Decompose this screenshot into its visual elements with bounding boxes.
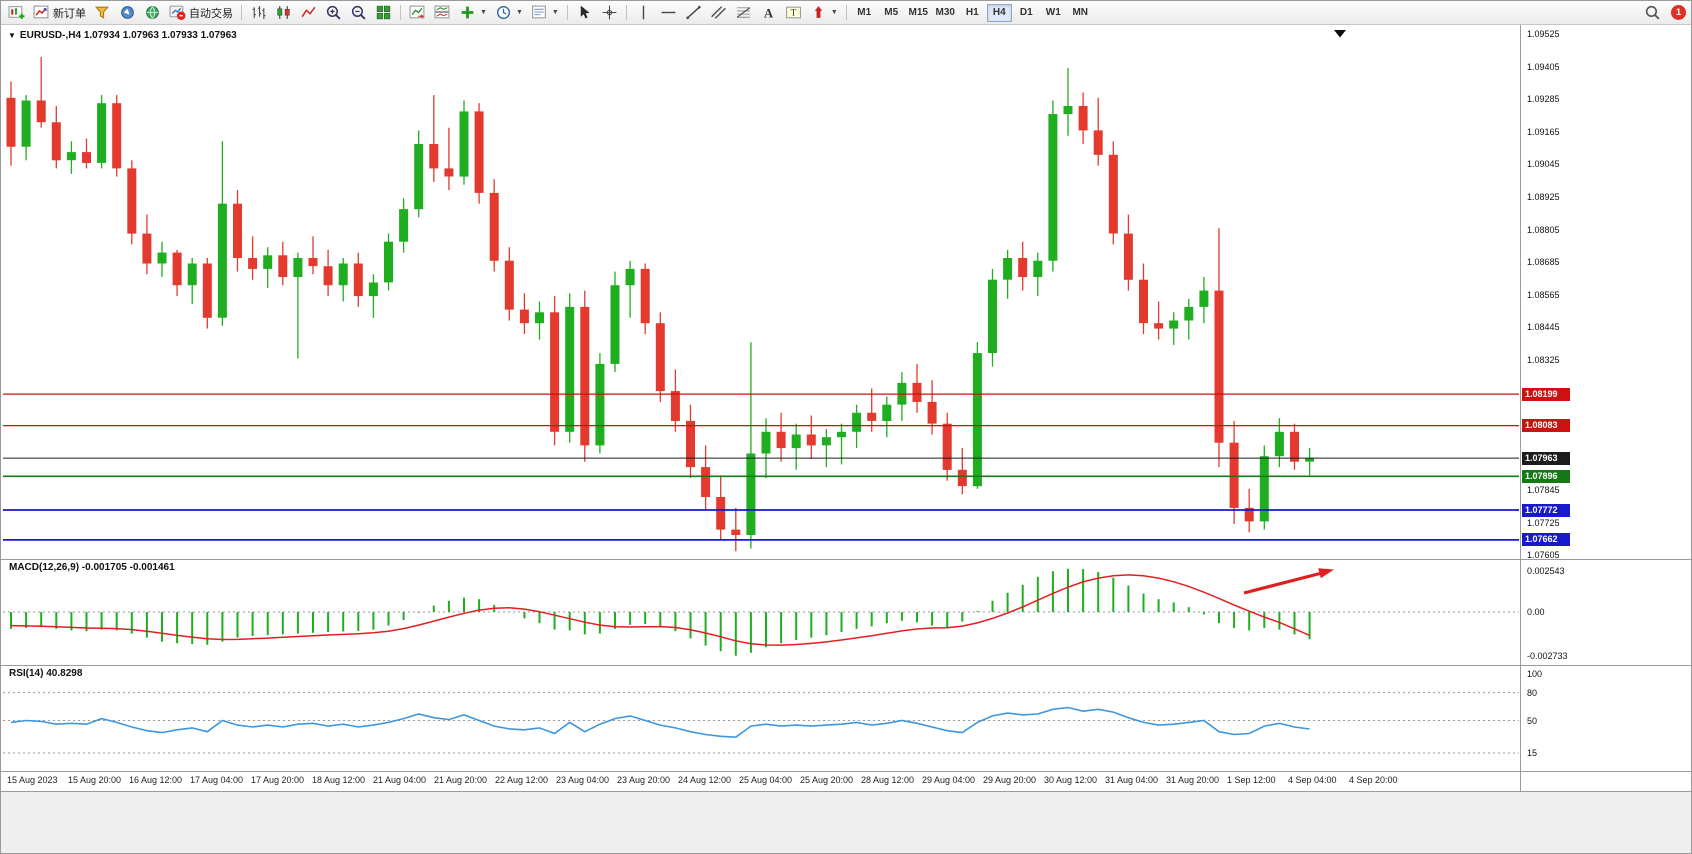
add-indicator-icon — [461, 6, 474, 19]
timeframe-h1-button[interactable]: H1 — [960, 4, 985, 22]
templates-dropdown[interactable]: ▼ — [527, 3, 563, 23]
price-axis[interactable] — [1520, 25, 1691, 791]
candlestick-chart-button[interactable] — [271, 3, 296, 23]
profiles-button[interactable] — [90, 3, 115, 23]
trendline-button[interactable] — [681, 3, 706, 23]
compass-icon — [121, 6, 134, 19]
line-chart-icon — [301, 6, 316, 18]
timeframe-w1-button[interactable]: W1 — [1041, 4, 1066, 22]
autotrade-icon — [169, 5, 186, 20]
timeframe-m5-button[interactable]: M5 — [879, 4, 904, 22]
zoom-in-icon — [326, 5, 341, 20]
symbol-ohlc-label: EURUSD-,H4 1.07934 1.07963 1.07933 1.079… — [19, 30, 237, 41]
search-button[interactable] — [1640, 3, 1665, 23]
tile-windows-icon — [376, 5, 391, 20]
timeframe-mn-button[interactable]: MN — [1068, 4, 1093, 22]
zoom-out-icon — [351, 5, 366, 20]
arrows-dropdown[interactable]: ▼ — [806, 3, 842, 23]
toolbar-right-group: 1 — [1640, 3, 1690, 23]
new-order-button[interactable]: 新订单 — [29, 3, 90, 23]
autotrade-label: 自动交易 — [189, 7, 233, 20]
timeframe-m1-button[interactable]: M1 — [852, 4, 877, 22]
text-tool-button[interactable]: A — [756, 3, 781, 23]
chart-title: ▼ EURUSD-,H4 1.07934 1.07963 1.07933 1.0… — [8, 30, 237, 41]
time-axis[interactable] — [1, 771, 1520, 791]
indicator-windows-icon — [434, 5, 450, 19]
text-icon: A — [764, 6, 774, 20]
vertical-line-icon — [642, 5, 645, 20]
chevron-down-icon: ▼ — [830, 9, 838, 16]
svg-text:T: T — [790, 8, 796, 19]
clock-icon — [496, 5, 510, 20]
indicator-windows-button[interactable] — [430, 3, 455, 23]
bar-chart-icon — [252, 6, 266, 19]
timeframe-h4-button[interactable]: H4 — [986, 3, 1012, 22]
svg-text:A: A — [764, 6, 774, 20]
periods-dropdown[interactable]: ▼ — [491, 3, 527, 23]
crosshair-icon — [602, 5, 617, 20]
trendline-icon — [686, 5, 701, 20]
indicator-chart-icon — [409, 5, 425, 19]
vertical-line-button[interactable] — [631, 3, 656, 23]
tile-windows-button[interactable] — [371, 3, 396, 23]
timeframe-m15-button[interactable]: M15 — [906, 4, 931, 22]
macd-label: MACD(12,26,9) -0.001705 -0.001461 — [9, 562, 175, 573]
community-button[interactable] — [140, 3, 165, 23]
zoom-out-button[interactable] — [346, 3, 371, 23]
notification-badge[interactable]: 1 — [1671, 5, 1686, 20]
rsi-label: RSI(14) 40.8298 — [9, 668, 83, 679]
toolbar: 新订单 自动交易 — [1, 1, 1691, 25]
text-label-button[interactable]: T — [781, 3, 806, 23]
arrow-tool-icon — [814, 6, 823, 18]
one-click-trading-toggle[interactable]: ▼ — [8, 31, 16, 40]
cursor-button[interactable] — [572, 3, 597, 23]
crosshair-button[interactable] — [597, 3, 622, 23]
navigator-button[interactable] — [115, 3, 140, 23]
timeframe-m30-button[interactable]: M30 — [933, 4, 958, 22]
add-indicator-dropdown[interactable]: ▼ — [455, 3, 491, 23]
chevron-down-icon: ▼ — [515, 9, 523, 16]
funnel-icon — [94, 6, 109, 19]
horizontal-line-button[interactable] — [656, 3, 681, 23]
toolbar-separator — [400, 5, 401, 20]
toolbar-separator — [625, 5, 627, 20]
zoom-in-button[interactable] — [321, 3, 346, 23]
chevron-down-icon: ▼ — [480, 9, 487, 16]
timeframe-d1-button[interactable]: D1 — [1014, 4, 1039, 22]
line-chart-button[interactable] — [296, 3, 321, 23]
fibonacci-icon — [736, 7, 751, 18]
toolbar-separator — [241, 5, 242, 20]
timeframe-group: M1 M5 M15 M30 H1 H4 D1 W1 MN — [851, 3, 1094, 22]
globe-icon — [146, 6, 159, 19]
new-chart-button[interactable] — [4, 3, 29, 23]
template-icon — [531, 5, 546, 19]
chevron-down-icon: ▼ — [551, 9, 559, 16]
autotrade-button[interactable]: 自动交易 — [165, 3, 237, 23]
search-icon — [1645, 5, 1660, 20]
toolbar-separator — [845, 5, 847, 20]
new-order-icon — [33, 5, 49, 19]
cursor-icon — [580, 5, 590, 19]
new-chart-icon — [8, 6, 25, 19]
new-order-label: 新订单 — [53, 7, 86, 20]
text-label-icon: T — [785, 6, 801, 19]
toolbar-separator — [566, 5, 568, 20]
channel-button[interactable] — [706, 3, 731, 23]
indicators-button[interactable] — [405, 3, 430, 23]
horizontal-line-icon — [661, 11, 676, 14]
bar-chart-button[interactable] — [246, 3, 271, 23]
channel-icon — [710, 6, 726, 19]
fibonacci-button[interactable] — [731, 3, 756, 23]
candlestick-icon — [277, 6, 290, 19]
